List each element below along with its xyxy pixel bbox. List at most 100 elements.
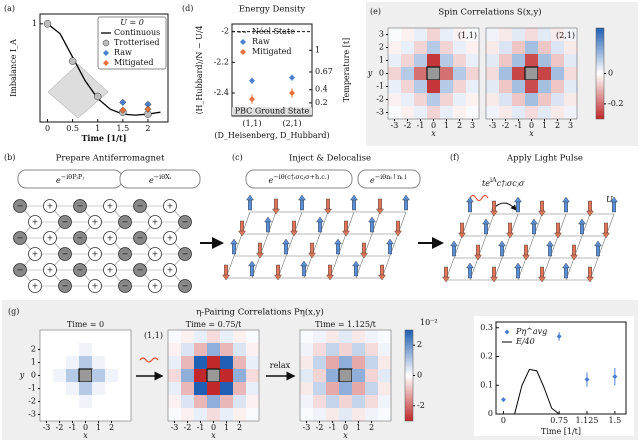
- legend-label: Continuous: [114, 28, 160, 37]
- x-tick-label: 2: [109, 423, 114, 432]
- heat-cell: [206, 368, 221, 383]
- heat-cell: [246, 369, 259, 382]
- panel-label: (a): [4, 4, 15, 13]
- spin-head: [334, 238, 342, 245]
- heat-cell: [414, 80, 427, 93]
- spin-head: [376, 208, 384, 215]
- y-tick-label: 1: [31, 358, 36, 367]
- colorbar-tick-label: 0: [417, 371, 422, 380]
- spin: [231, 242, 236, 255]
- panel-label: (f): [450, 153, 459, 162]
- formula-base: e: [370, 176, 375, 185]
- x-axis-label: x: [431, 129, 436, 138]
- x-tick-label: 2: [457, 121, 462, 130]
- site-sign: +: [107, 202, 114, 211]
- site: [163, 263, 177, 277]
- heat-cell: [40, 382, 53, 395]
- heat-cell: [66, 382, 79, 395]
- spin-head: [394, 230, 402, 237]
- site: [178, 215, 192, 229]
- panel-title: Apply Light Pulse: [506, 154, 583, 164]
- heat-cell: [233, 408, 246, 421]
- heat-cell: [525, 28, 538, 41]
- legend-swatch: [102, 39, 110, 47]
- formula: e−iθXᵢ: [149, 173, 172, 185]
- plot-frame: [495, 321, 627, 415]
- heat-cell: [365, 343, 378, 356]
- site: [43, 263, 57, 277]
- spin-head: [256, 252, 264, 259]
- heat-cell: [388, 54, 401, 67]
- heat-cell: [551, 93, 564, 106]
- y2-tick-label: 0.2: [315, 98, 328, 107]
- spin: [354, 264, 359, 277]
- site: [163, 199, 177, 213]
- heat-cell: [414, 106, 427, 119]
- x-tick-label: 2: [145, 124, 150, 133]
- heat-cell: [313, 356, 326, 369]
- heat-cell: [352, 382, 365, 395]
- heat-cell: [426, 66, 441, 81]
- heat-cell: [105, 343, 118, 356]
- spin-head: [246, 194, 254, 201]
- spin-head: [378, 274, 386, 281]
- heat-cell: [401, 28, 414, 41]
- heat-cell: [194, 356, 207, 369]
- legend-label: Néel State: [252, 27, 295, 36]
- heat-cell: [365, 369, 378, 382]
- heat-cell: [365, 408, 378, 421]
- heat-cell: [525, 41, 538, 54]
- spin-head: [368, 216, 376, 223]
- x-tick-label: (1,1): [243, 119, 262, 128]
- heat-cell: [118, 330, 131, 343]
- panel-label: (e): [370, 7, 381, 16]
- spin: [604, 222, 609, 235]
- colorbar: [404, 329, 414, 422]
- x-tick-label: -2: [316, 423, 324, 432]
- heat-cell: [339, 382, 352, 395]
- colorbar: [595, 27, 605, 120]
- heat-cell: [92, 408, 105, 421]
- spin: [468, 200, 473, 213]
- spin: [362, 242, 367, 255]
- heat-cell: [53, 395, 66, 408]
- x-tick-label: 3: [568, 121, 573, 130]
- site: [133, 199, 147, 213]
- legend-label: E/40: [515, 337, 535, 346]
- site: [163, 231, 177, 245]
- heat-cell: [40, 343, 53, 356]
- site-sign: −: [17, 234, 24, 243]
- spin: [292, 220, 297, 233]
- legend-label: Trotterised: [114, 38, 159, 47]
- heat-cell: [427, 106, 440, 119]
- point: [289, 74, 295, 81]
- heat-cell: [118, 395, 131, 408]
- heat-cell: [168, 408, 181, 421]
- heat-cell: [246, 356, 259, 369]
- formula-exponent: −iθ(c†ᵢσcⱼσ+h.c.): [273, 173, 330, 181]
- heat-cell: [564, 106, 577, 119]
- heat-cell: [207, 395, 220, 408]
- heat-cell: [352, 330, 365, 343]
- site: [148, 247, 162, 261]
- y-tick-label: 1: [32, 19, 37, 28]
- spin-head: [238, 230, 246, 237]
- site-sign: +: [167, 202, 174, 211]
- site-sign: −: [17, 266, 24, 275]
- x-tick-label: 2: [237, 423, 242, 432]
- heat-cell: [338, 368, 353, 383]
- heat-cell: [339, 343, 352, 356]
- heat-cell: [388, 93, 401, 106]
- heat-cell: [300, 382, 313, 395]
- heat-cell: [525, 106, 538, 119]
- lattice-line: [355, 211, 381, 279]
- spin-head: [506, 232, 514, 239]
- x-axis-label: Time [1/t]: [81, 133, 126, 143]
- heat-cell: [40, 356, 53, 369]
- heat-cell: [326, 343, 339, 356]
- spin-head: [570, 254, 578, 261]
- spin-head: [298, 194, 306, 201]
- legend-label: Mitigated: [114, 58, 153, 67]
- heat-cell: [401, 54, 414, 67]
- heat-cell: [66, 369, 79, 382]
